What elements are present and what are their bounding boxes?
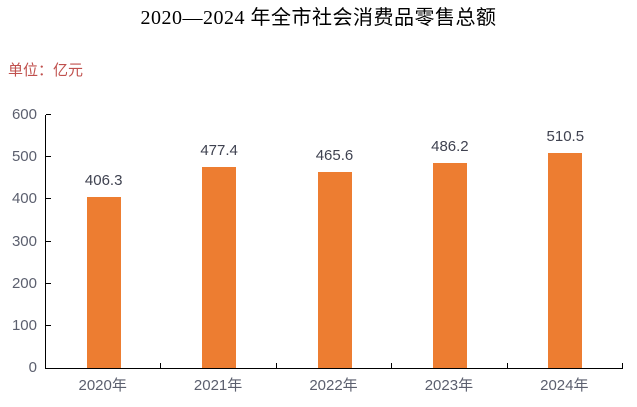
chart-title: 2020—2024 年全市社会消费品零售总额 — [140, 7, 497, 29]
y-axis-tick-label: 100 — [11, 316, 37, 334]
y-axis-tick — [46, 156, 51, 158]
y-axis-tick-label: 300 — [11, 232, 37, 250]
unit-label: 单位：亿元 — [8, 62, 84, 79]
y-axis-tick-label: 400 — [11, 190, 37, 208]
bar-2021年 — [202, 166, 237, 368]
x-axis-tick — [391, 363, 393, 368]
y-axis-tick — [46, 114, 51, 115]
bar-value-label: 510.5 — [546, 127, 585, 145]
y-axis-tick-label: 600 — [11, 106, 37, 123]
y-axis-tick-label: 200 — [11, 274, 37, 292]
x-axis-category-label: 2024年 — [540, 377, 589, 394]
y-axis-tick — [46, 324, 51, 326]
y-axis-tick-label: 500 — [11, 148, 37, 166]
bar-2020年 — [86, 196, 121, 368]
y-axis-tick — [46, 282, 51, 284]
bar-value-label: 406.3 — [84, 171, 123, 189]
y-axis-tick-label: 0 — [28, 359, 37, 376]
bar-value-label: 486.2 — [431, 138, 469, 155]
x-axis-category-label: 2020年 — [78, 377, 127, 394]
x-axis-category-label: 2021年 — [193, 377, 243, 394]
x-axis-tick — [160, 363, 162, 368]
bar-2024年 — [548, 152, 583, 368]
x-axis-tick — [506, 363, 508, 368]
x-axis-tick — [622, 363, 623, 368]
plot-area: 406.3 477.4 465.6 486.2 510.5 — [45, 114, 623, 369]
y-axis-tick — [46, 198, 51, 200]
bar-value-label: 465.6 — [315, 146, 354, 164]
x-axis-category-label: 2022年 — [309, 377, 358, 394]
bar-2022年 — [317, 171, 352, 368]
bar-2023年 — [432, 163, 467, 368]
y-axis-tick — [46, 240, 51, 242]
x-axis-tick — [275, 363, 277, 368]
x-axis-category-label: 2023年 — [424, 377, 474, 394]
bar-value-label: 477.4 — [200, 141, 238, 159]
